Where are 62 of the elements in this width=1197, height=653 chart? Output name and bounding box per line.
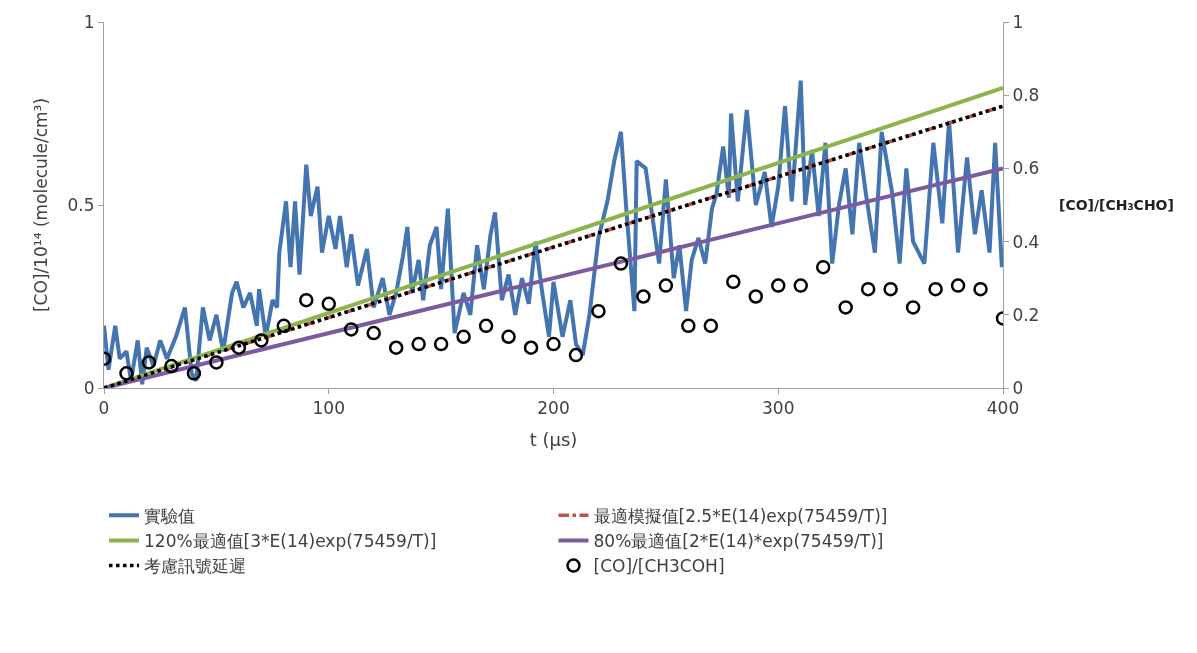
point	[254, 333, 269, 348]
legend-label: 80%最適值[2*E(14)*exp(75459/T)]	[593, 531, 884, 552]
y2-tick-label: 0.4	[1012, 231, 1040, 252]
y2-tick-label: 0.6	[1012, 158, 1040, 179]
y2-tick-label: 0	[1012, 377, 1024, 398]
point	[771, 278, 786, 293]
y-tick-label: 0.5	[67, 194, 95, 215]
point	[905, 300, 921, 315]
y-axis-title: [CO]/10¹⁴ (molecule/cm³)	[31, 97, 52, 313]
point	[501, 329, 516, 344]
x-axis-title: t (μs)	[529, 428, 578, 450]
point	[343, 322, 359, 337]
legend-label: [CO]/[CH3COH]	[593, 556, 725, 577]
point	[478, 318, 494, 334]
legend-label: 最適模擬值[2.5*E(14)exp(75459/T)]	[593, 505, 888, 526]
point	[860, 281, 876, 297]
point	[950, 278, 966, 293]
y2-tick-label: 0.2	[1012, 304, 1040, 325]
point	[681, 318, 696, 334]
point	[186, 366, 202, 381]
x-tick-label: 300	[762, 398, 795, 419]
point	[231, 340, 247, 355]
y-tick-label: 1	[83, 11, 95, 32]
point	[411, 336, 426, 352]
legend-label: 實驗值	[144, 505, 195, 526]
point	[973, 281, 988, 297]
x-tick-label: 0	[98, 398, 110, 419]
y2-tick-label: 0.8	[1012, 85, 1040, 106]
point	[726, 274, 741, 290]
x-tick-label: 400	[986, 398, 1020, 419]
point	[209, 355, 224, 370]
point	[366, 325, 381, 341]
y-tick-label: 0	[83, 377, 95, 398]
point	[456, 329, 471, 344]
point	[276, 318, 292, 334]
point	[815, 259, 831, 275]
point	[838, 300, 853, 315]
y2-axis-title: [CO]/[CH₃CHO]	[1059, 197, 1174, 213]
point	[636, 289, 651, 304]
point	[546, 336, 561, 352]
point	[299, 292, 314, 308]
point	[568, 347, 584, 363]
point	[141, 355, 157, 370]
point	[658, 278, 674, 293]
point	[591, 303, 606, 319]
point	[321, 296, 336, 312]
point	[164, 358, 179, 374]
x-tick-label: 100	[312, 398, 345, 419]
legend-label: 考慮訊號延遲	[144, 556, 246, 577]
point	[613, 256, 629, 271]
y2-tick-label: 1	[1012, 11, 1024, 32]
point	[388, 340, 404, 355]
point	[119, 366, 134, 381]
point	[433, 336, 449, 352]
x-tick-label: 200	[537, 398, 570, 419]
point	[883, 281, 898, 297]
point	[523, 340, 539, 355]
point	[748, 289, 764, 304]
point	[928, 281, 943, 297]
point	[703, 318, 719, 334]
legend-label: 120%最適值[3*E(14)exp(75459/T)]	[144, 531, 437, 552]
point	[793, 278, 808, 293]
